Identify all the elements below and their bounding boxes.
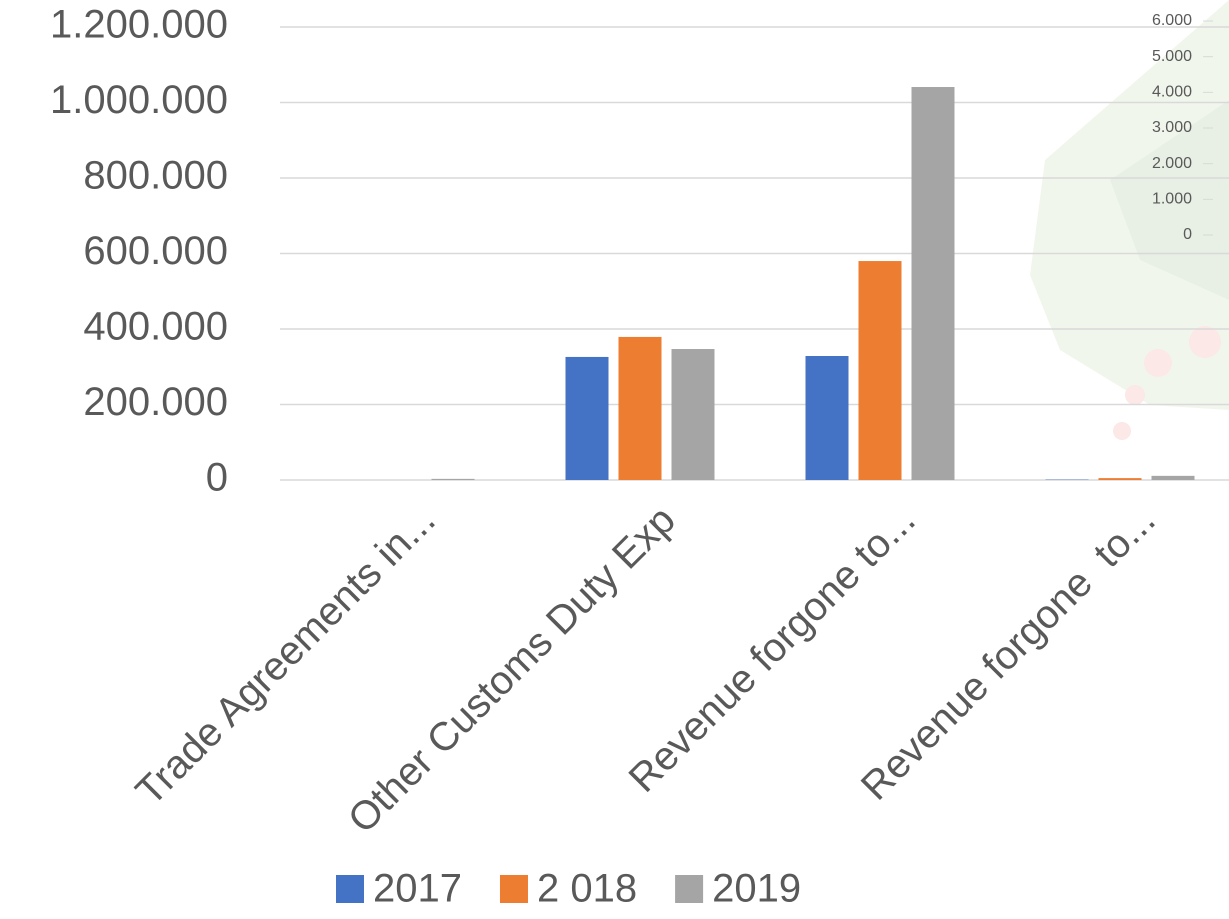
legend-swatch xyxy=(675,875,703,903)
bar xyxy=(619,337,662,480)
y-tick-label: 1.000.000 xyxy=(50,78,228,122)
bar xyxy=(806,356,849,480)
bar xyxy=(432,479,475,480)
inset-tick-label: 1.000 xyxy=(1152,191,1192,208)
inset-tick-label: 2.000 xyxy=(1152,155,1192,172)
legend-swatch xyxy=(500,875,528,903)
bar xyxy=(1152,476,1195,480)
y-tick-label: 200.000 xyxy=(83,380,228,424)
background-dot xyxy=(1125,385,1145,405)
legend-label: 2019 xyxy=(712,867,801,911)
inset-tick-label: 0 xyxy=(1183,226,1192,243)
y-tick-label: 0 xyxy=(206,456,228,500)
y-tick-label: 1.200.000 xyxy=(50,3,228,47)
bar xyxy=(1099,478,1142,480)
y-tick-label: 800.000 xyxy=(83,154,228,198)
background-dot xyxy=(1113,422,1131,440)
legend-swatch xyxy=(336,875,364,903)
y-tick-label: 600.000 xyxy=(83,229,228,273)
bar xyxy=(566,357,609,480)
inset-tick-label: 4.000 xyxy=(1152,84,1192,101)
chart: 01.0002.0003.0004.0005.0006.0000200.0004… xyxy=(0,0,1229,919)
background-dot xyxy=(1189,326,1221,358)
bar xyxy=(859,261,902,480)
background-graphic xyxy=(1030,0,1229,440)
inset-tick-label: 5.000 xyxy=(1152,48,1192,65)
inset-tick-label: 3.000 xyxy=(1152,119,1192,136)
legend-label: 2 018 xyxy=(537,867,637,911)
legend-label: 2017 xyxy=(373,867,462,911)
bar xyxy=(672,349,715,480)
bar xyxy=(912,87,955,480)
y-tick-label: 400.000 xyxy=(83,305,228,349)
background-dot xyxy=(1144,349,1172,377)
